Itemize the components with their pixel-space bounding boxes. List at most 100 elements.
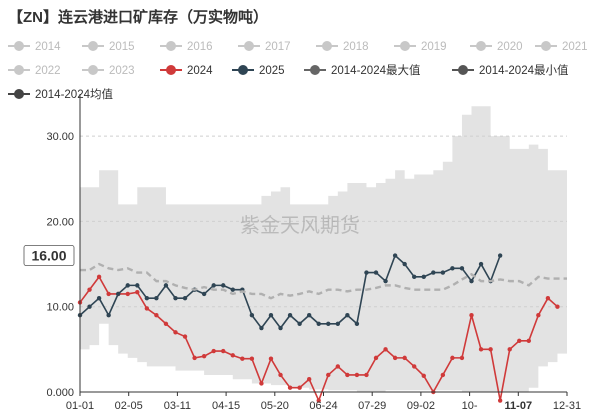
legend-item-2020[interactable]: 2020: [470, 41, 523, 53]
legend-item-2018[interactable]: 2018: [316, 41, 369, 53]
data-point: [383, 347, 388, 352]
data-point: [345, 313, 350, 318]
data-point: [106, 291, 111, 297]
legend-label: 2021: [562, 41, 588, 53]
legend-item-2022[interactable]: 2022: [8, 65, 61, 77]
data-point: [450, 355, 455, 361]
legend-label: 2024: [187, 65, 213, 77]
legend-label: 2014-2024均值: [35, 88, 113, 101]
data-point: [201, 291, 207, 297]
legend-item-2014-2024最大值[interactable]: 2014-2024最大值: [304, 63, 421, 77]
data-point: [335, 364, 341, 369]
data-point: [517, 338, 522, 344]
legend-item-2014-2024最小值[interactable]: 2014-2024最小值: [452, 64, 569, 77]
data-point: [459, 355, 465, 361]
data-point: [412, 364, 417, 369]
data-point: [354, 321, 360, 326]
legend-swatch-dot: [88, 41, 98, 51]
data-point: [326, 321, 331, 326]
data-point: [478, 261, 484, 267]
band-area: [80, 106, 567, 392]
legend-swatch-dot: [14, 41, 24, 51]
legend-item-2019[interactable]: 2019: [394, 41, 447, 53]
data-point: [402, 261, 407, 267]
legend-swatch-dot: [400, 41, 410, 51]
data-point: [125, 283, 130, 288]
data-point: [192, 355, 197, 361]
legend-item-2023[interactable]: 2023: [82, 65, 135, 77]
data-point: [259, 381, 264, 386]
data-point: [163, 321, 169, 326]
legend-label: 2014-2024最小值: [479, 64, 569, 77]
legend-item-2014[interactable]: 2014: [8, 41, 61, 53]
data-point: [297, 385, 302, 390]
legend-item-2014-2024均值[interactable]: 2014-2024均值: [8, 88, 113, 101]
legend-swatch-dot: [476, 41, 486, 51]
legend-label: 2014: [35, 41, 61, 53]
series-2025: [77, 253, 503, 331]
legend-label: 2015: [109, 41, 135, 53]
legend-swatch-dot: [14, 89, 24, 99]
legend-label: 2025: [259, 65, 285, 77]
data-point: [392, 355, 398, 361]
x-tick-label: 07-29: [358, 400, 386, 412]
data-point: [469, 278, 474, 284]
data-point: [230, 287, 235, 292]
data-point: [306, 377, 312, 382]
data-point: [287, 313, 293, 318]
legend-item-2021[interactable]: 2021: [535, 41, 588, 53]
y-pointer-label: 16.00: [31, 248, 66, 264]
legend-item-2015[interactable]: 2015: [82, 41, 135, 53]
legend-swatch-dot: [88, 65, 98, 75]
data-point: [211, 283, 216, 288]
data-point: [135, 283, 140, 288]
legend-swatch-dot: [310, 65, 320, 75]
data-point: [135, 290, 140, 295]
data-point: [440, 270, 446, 275]
data-point: [240, 356, 245, 361]
x-tick-label: 03-11: [164, 400, 191, 412]
data-point: [431, 270, 436, 275]
chart-title: 【ZN】连云港进口矿库存（万实物吨）: [8, 8, 268, 26]
y-pointer-box: [23, 245, 75, 266]
x-tick-label: 06-24: [309, 400, 337, 412]
legend-swatch-dot: [541, 41, 551, 51]
data-point: [478, 347, 484, 352]
plot-area: 紫金天风期货 0.000 10.00 20.00 30.00 16.00 01-01 02-…: [23, 94, 581, 412]
data-point: [354, 372, 360, 378]
data-point: [154, 295, 159, 301]
data-point: [182, 334, 188, 339]
data-point: [87, 304, 92, 309]
min-max-band: [80, 106, 567, 392]
data-point: [440, 372, 446, 378]
data-point: [459, 266, 465, 271]
y-tick-label: 0.000: [46, 387, 74, 399]
legend-item-2017[interactable]: 2017: [238, 41, 291, 53]
data-point: [316, 398, 321, 403]
data-point: [249, 313, 255, 318]
data-point: [545, 295, 551, 301]
legend-item-2024[interactable]: 2024: [160, 65, 213, 77]
data-point: [221, 283, 226, 288]
data-point: [488, 347, 493, 352]
data-point: [383, 278, 388, 284]
data-point: [87, 287, 92, 292]
data-point: [345, 372, 350, 378]
y-tick-label: 10.00: [46, 302, 74, 314]
data-point: [230, 353, 235, 358]
data-point: [96, 295, 102, 301]
x-tick-label: 05-20: [261, 400, 289, 412]
data-point: [163, 283, 169, 288]
legend-item-2025[interactable]: 2025: [232, 65, 285, 77]
legend-item-2016[interactable]: 2016: [160, 41, 213, 53]
data-point: [412, 274, 417, 280]
watermark: 紫金天风期货: [240, 214, 360, 237]
data-point: [278, 372, 283, 378]
data-point: [373, 270, 379, 275]
legend-label: 2017: [265, 41, 291, 53]
data-point: [326, 372, 331, 378]
legend-swatch-dot: [322, 41, 332, 51]
x-tick-label: 04-15: [212, 400, 240, 412]
data-point: [364, 372, 369, 378]
data-point: [173, 295, 178, 301]
